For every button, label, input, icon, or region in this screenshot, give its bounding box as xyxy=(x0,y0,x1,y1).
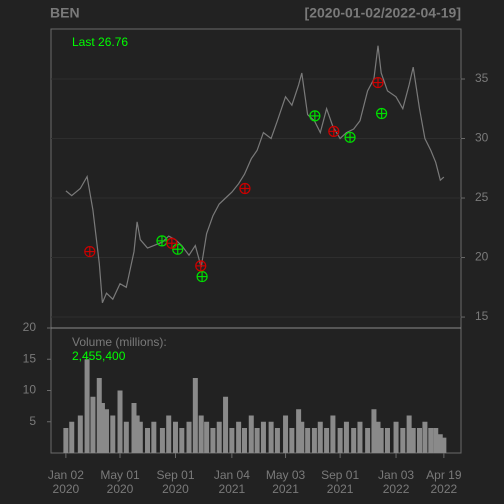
x-tick-label: Jan 04 2021 xyxy=(214,468,250,496)
volume-bar xyxy=(384,428,390,453)
y-tick-label: 30 xyxy=(475,131,489,145)
volume-bar xyxy=(204,421,210,453)
volume-bar xyxy=(365,428,371,453)
volume-bar xyxy=(375,421,381,453)
volume-bar xyxy=(137,421,143,453)
volume-bar xyxy=(145,428,151,453)
volume-bar xyxy=(299,421,305,453)
volume-bar xyxy=(77,415,83,453)
y-tick-label: 10 xyxy=(23,383,37,397)
volume-bar xyxy=(110,415,116,453)
volume-bar xyxy=(393,421,399,453)
y-tick-label: 15 xyxy=(23,351,37,365)
signal-marker xyxy=(372,76,384,89)
signal-marker xyxy=(328,125,340,137)
volume-bar xyxy=(330,415,336,453)
volume-bar xyxy=(305,428,311,453)
volume-bar xyxy=(103,409,109,453)
volume-bar xyxy=(437,434,443,453)
signal-marker xyxy=(196,270,208,283)
volume-bar xyxy=(351,428,357,453)
volume-bar xyxy=(90,396,96,453)
volume-title: Volume (millions): xyxy=(72,335,167,349)
volume-bar xyxy=(417,428,423,453)
signal-marker xyxy=(172,243,184,255)
volume-bar xyxy=(343,421,349,453)
signal-marker xyxy=(309,110,321,122)
chart-subtitle: [2020-01-02/2022-04-19] xyxy=(305,5,461,21)
signal-marker xyxy=(239,182,251,195)
volume-bar xyxy=(400,428,406,453)
volume-bar xyxy=(229,428,235,453)
volume-bar xyxy=(378,428,384,453)
volume-bar xyxy=(99,403,105,453)
x-tick-label: Jan 03 2022 xyxy=(378,468,414,496)
volume-bar xyxy=(337,428,343,453)
signal-marker xyxy=(344,131,356,143)
volume-bar xyxy=(441,437,447,453)
price-line xyxy=(65,45,445,304)
x-tick-label: Sep 01 2020 xyxy=(156,468,194,496)
volume-bar xyxy=(324,428,330,453)
volume-bar xyxy=(410,428,416,453)
volume-last-label: 2,455,400 xyxy=(72,349,126,363)
volume-bar xyxy=(223,396,229,453)
volume-bar xyxy=(210,428,216,453)
volume-bar xyxy=(254,428,260,453)
y-tick-label: 20 xyxy=(23,320,37,334)
y-tick-label: 15 xyxy=(475,309,489,323)
volume-bar xyxy=(198,415,204,453)
volume-bar xyxy=(371,409,377,453)
volume-bar xyxy=(159,428,165,453)
volume-bar xyxy=(317,421,323,453)
volume-bar xyxy=(289,428,295,453)
volume-bar xyxy=(84,359,90,453)
volume-bar xyxy=(406,415,412,453)
volume-bar xyxy=(117,390,123,453)
volume-bar xyxy=(186,421,192,453)
volume-bar xyxy=(274,428,280,453)
volume-bar xyxy=(433,428,439,453)
x-tick-label: Apr 19 2022 xyxy=(426,468,462,496)
y-tick-label: 20 xyxy=(475,250,489,264)
volume-bar xyxy=(166,415,172,453)
volume-bar xyxy=(241,428,247,453)
chart-title: BEN xyxy=(50,5,80,21)
volume-bar xyxy=(192,378,198,453)
y-tick-label: 5 xyxy=(29,414,36,428)
x-tick-label: Sep 01 2021 xyxy=(321,468,359,496)
volume-bar xyxy=(63,428,69,453)
volume-bar xyxy=(283,415,289,453)
volume-bar xyxy=(179,428,185,453)
volume-bar xyxy=(296,409,302,453)
x-tick-label: May 03 2021 xyxy=(266,468,306,496)
signal-marker xyxy=(195,260,207,272)
signal-marker xyxy=(166,237,178,249)
x-tick-label: Jan 02 2020 xyxy=(48,468,84,496)
volume-bar xyxy=(123,421,129,453)
volume-bar xyxy=(311,428,317,453)
signal-marker xyxy=(376,107,388,120)
signal-marker xyxy=(84,245,96,258)
volume-bar xyxy=(248,415,254,453)
volume-bar xyxy=(260,421,266,453)
volume-bar xyxy=(428,428,434,453)
x-tick-label: May 01 2020 xyxy=(100,468,140,496)
volume-bar xyxy=(268,421,274,453)
last-price-label: Last 26.76 xyxy=(72,35,128,49)
y-tick-label: 35 xyxy=(475,71,489,85)
volume-bar xyxy=(69,421,75,453)
signal-marker xyxy=(156,235,168,247)
volume-bar xyxy=(134,415,140,453)
volume-bar xyxy=(131,403,137,453)
volume-bar xyxy=(172,421,178,453)
volume-bar xyxy=(357,421,363,453)
y-tick-label: 25 xyxy=(475,190,489,204)
volume-bar xyxy=(216,421,222,453)
volume-bar xyxy=(422,421,428,453)
volume-bar xyxy=(151,421,157,453)
volume-bar xyxy=(236,421,242,453)
volume-bar xyxy=(96,378,102,453)
